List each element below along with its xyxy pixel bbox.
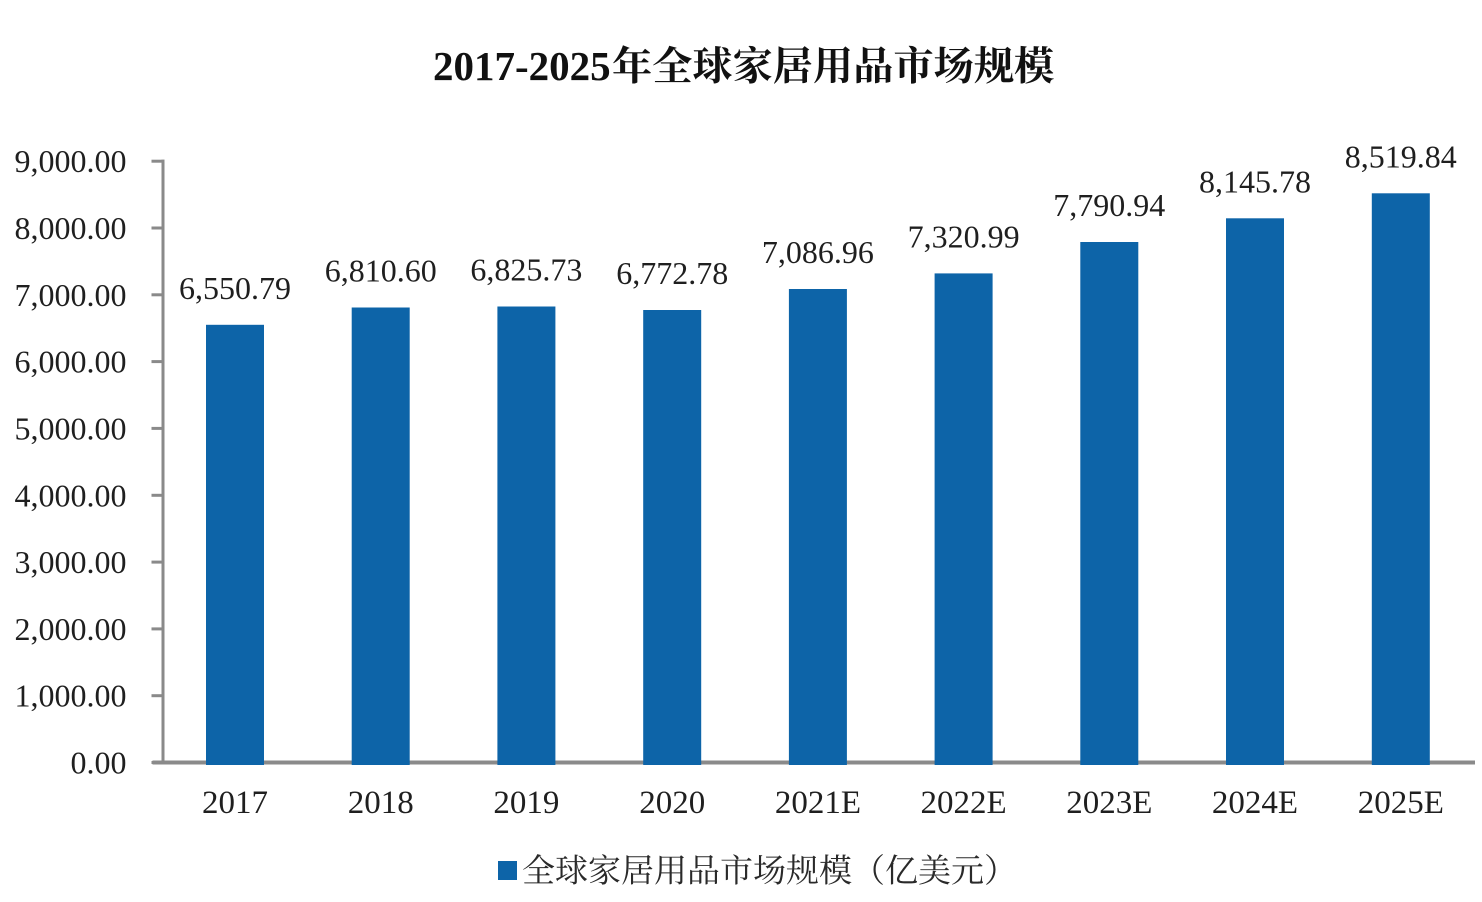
svg-text:7,086.96: 7,086.96 — [762, 234, 874, 270]
svg-text:6,810.60: 6,810.60 — [325, 253, 437, 289]
svg-text:2022E: 2022E — [921, 785, 1007, 821]
svg-text:2024E: 2024E — [1212, 785, 1298, 821]
svg-text:2017: 2017 — [202, 785, 268, 821]
svg-text:8,000.00: 8,000.00 — [15, 210, 127, 246]
svg-text:2020: 2020 — [639, 785, 705, 821]
svg-text:2025E: 2025E — [1358, 785, 1444, 821]
svg-text:8,145.78: 8,145.78 — [1199, 163, 1311, 199]
svg-text:2017-2025: 2017-2025 — [433, 43, 611, 89]
svg-text:6,825.73: 6,825.73 — [470, 252, 582, 288]
svg-text:6,550.79: 6,550.79 — [179, 270, 291, 306]
svg-text:2021E: 2021E — [775, 785, 861, 821]
svg-text:7,000.00: 7,000.00 — [15, 277, 127, 313]
svg-text:6,772.78: 6,772.78 — [616, 255, 728, 291]
svg-text:3,000.00: 3,000.00 — [15, 544, 127, 580]
svg-text:4,000.00: 4,000.00 — [15, 477, 127, 513]
svg-text:2023E: 2023E — [1066, 785, 1152, 821]
svg-text:7,320.99: 7,320.99 — [908, 218, 1020, 254]
svg-text:7,790.94: 7,790.94 — [1053, 187, 1165, 223]
svg-text:2019: 2019 — [493, 785, 559, 821]
svg-text:0.00: 0.00 — [71, 745, 127, 781]
svg-text:5,000.00: 5,000.00 — [15, 410, 127, 446]
svg-text:9,000.00: 9,000.00 — [15, 143, 127, 179]
svg-text:2,000.00: 2,000.00 — [15, 611, 127, 647]
svg-text:2018: 2018 — [348, 785, 414, 821]
svg-text:6,000.00: 6,000.00 — [15, 344, 127, 380]
svg-text:8,519.84: 8,519.84 — [1345, 138, 1457, 174]
svg-text:1,000.00: 1,000.00 — [15, 678, 127, 714]
